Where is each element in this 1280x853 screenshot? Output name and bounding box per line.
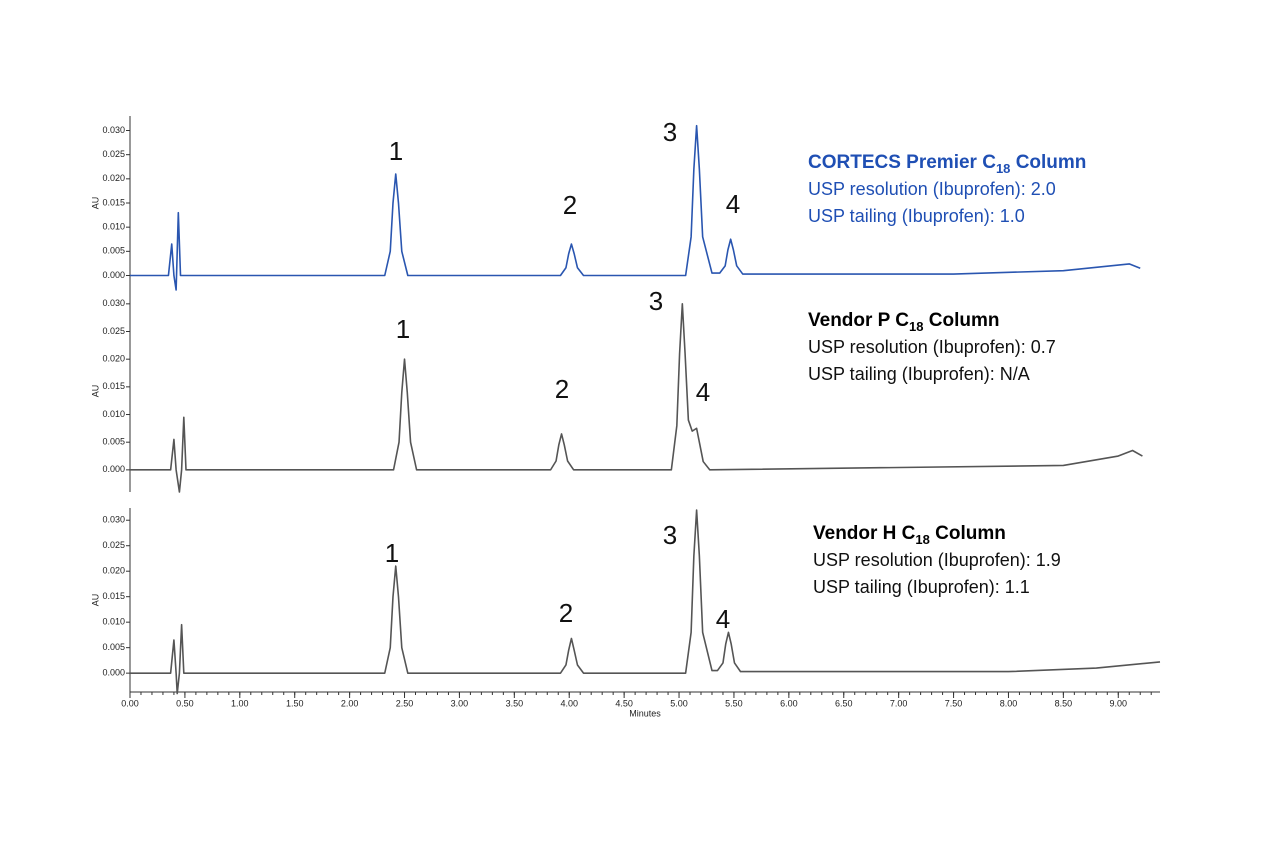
x-axis-label: Minutes [629, 708, 661, 718]
y-tick-label: 0.000 [102, 668, 125, 678]
y-tick-label: 0.030 [102, 515, 125, 525]
x-tick-label: 3.50 [506, 698, 524, 708]
y-tick-label: 0.005 [102, 642, 125, 652]
y-tick-label: 0.005 [102, 437, 125, 447]
x-tick-label: 2.50 [396, 698, 414, 708]
title-subscript: 18 [909, 319, 923, 334]
title-main: Vendor P C [808, 310, 909, 331]
peak-label: 3 [663, 117, 677, 147]
y-axis-label: AU [90, 594, 100, 607]
title-main: CORTECS Premier C [808, 152, 996, 173]
title-main: Vendor H C [813, 523, 916, 544]
y-tick-label: 0.030 [102, 125, 125, 135]
trace [130, 124, 1141, 291]
y-tick-label: 0.015 [102, 381, 125, 391]
x-tick-label: 5.00 [670, 698, 688, 708]
x-tick-label: 6.00 [780, 698, 798, 708]
y-tick-label: 0.015 [102, 197, 125, 207]
column-metric: USP tailing (Ibuprofen): 1.1 [813, 577, 1030, 597]
y-tick-label: 0.015 [102, 591, 125, 601]
peak-label: 2 [555, 374, 569, 404]
x-tick-label: 6.50 [835, 698, 853, 708]
y-tick-label: 0.000 [102, 464, 125, 474]
y-tick-label: 0.025 [102, 149, 125, 159]
x-tick-label: 4.00 [560, 698, 578, 708]
title-subscript: 18 [915, 532, 929, 547]
trace [130, 509, 1161, 695]
title-rest: Column [930, 523, 1006, 544]
trace [130, 303, 1143, 493]
peak-label: 4 [696, 377, 710, 407]
y-tick-label: 0.020 [102, 354, 125, 364]
x-tick-label: 5.50 [725, 698, 743, 708]
x-tick-label: 7.00 [890, 698, 908, 708]
x-tick-label: 0.00 [121, 698, 139, 708]
y-tick-label: 0.020 [102, 566, 125, 576]
column-metric: USP resolution (Ibuprofen): 1.9 [813, 550, 1061, 570]
title-rest: Column [1010, 152, 1086, 173]
peak-label: 1 [396, 314, 410, 344]
peak-label: 2 [563, 190, 577, 220]
title-subscript: 18 [996, 161, 1010, 176]
x-tick-label: 1.00 [231, 698, 249, 708]
x-tick-label: 8.50 [1055, 698, 1073, 708]
x-tick-label: 9.00 [1110, 698, 1128, 708]
y-tick-label: 0.005 [102, 246, 125, 256]
x-tick-label: 7.50 [945, 698, 963, 708]
y-tick-label: 0.000 [102, 270, 125, 280]
y-tick-label: 0.010 [102, 409, 125, 419]
title-rest: Column [923, 310, 999, 331]
peak-label: 3 [663, 520, 677, 550]
peak-label: 3 [649, 286, 663, 316]
peak-label: 1 [389, 136, 403, 166]
peak-label: 2 [559, 598, 573, 628]
y-tick-label: 0.010 [102, 617, 125, 627]
column-title: Vendor P C18 Column [808, 310, 999, 334]
column-title: Vendor H C18 Column [813, 523, 1006, 547]
x-tick-label: 2.00 [341, 698, 359, 708]
y-tick-label: 0.010 [102, 222, 125, 232]
peak-label: 4 [716, 604, 730, 634]
y-tick-label: 0.025 [102, 326, 125, 336]
x-tick-label: 3.00 [451, 698, 469, 708]
column-title: CORTECS Premier C18 Column [808, 152, 1086, 176]
column-metric: USP resolution (Ibuprofen): 0.7 [808, 337, 1056, 357]
y-axis-label: AU [90, 385, 100, 398]
column-metric: USP resolution (Ibuprofen): 2.0 [808, 179, 1056, 199]
x-tick-label: 0.50 [176, 698, 194, 708]
x-tick-label: 8.00 [1000, 698, 1018, 708]
peak-label: 4 [726, 189, 740, 219]
y-tick-label: 0.030 [102, 298, 125, 308]
column-metric: USP tailing (Ibuprofen): 1.0 [808, 206, 1025, 226]
x-tick-label: 4.50 [615, 698, 633, 708]
y-tick-label: 0.020 [102, 173, 125, 183]
y-axis-label: AU [90, 197, 100, 210]
y-tick-label: 0.025 [102, 540, 125, 550]
x-tick-label: 1.50 [286, 698, 304, 708]
peak-label: 1 [385, 538, 399, 568]
column-metric: USP tailing (Ibuprofen): N/A [808, 364, 1030, 384]
